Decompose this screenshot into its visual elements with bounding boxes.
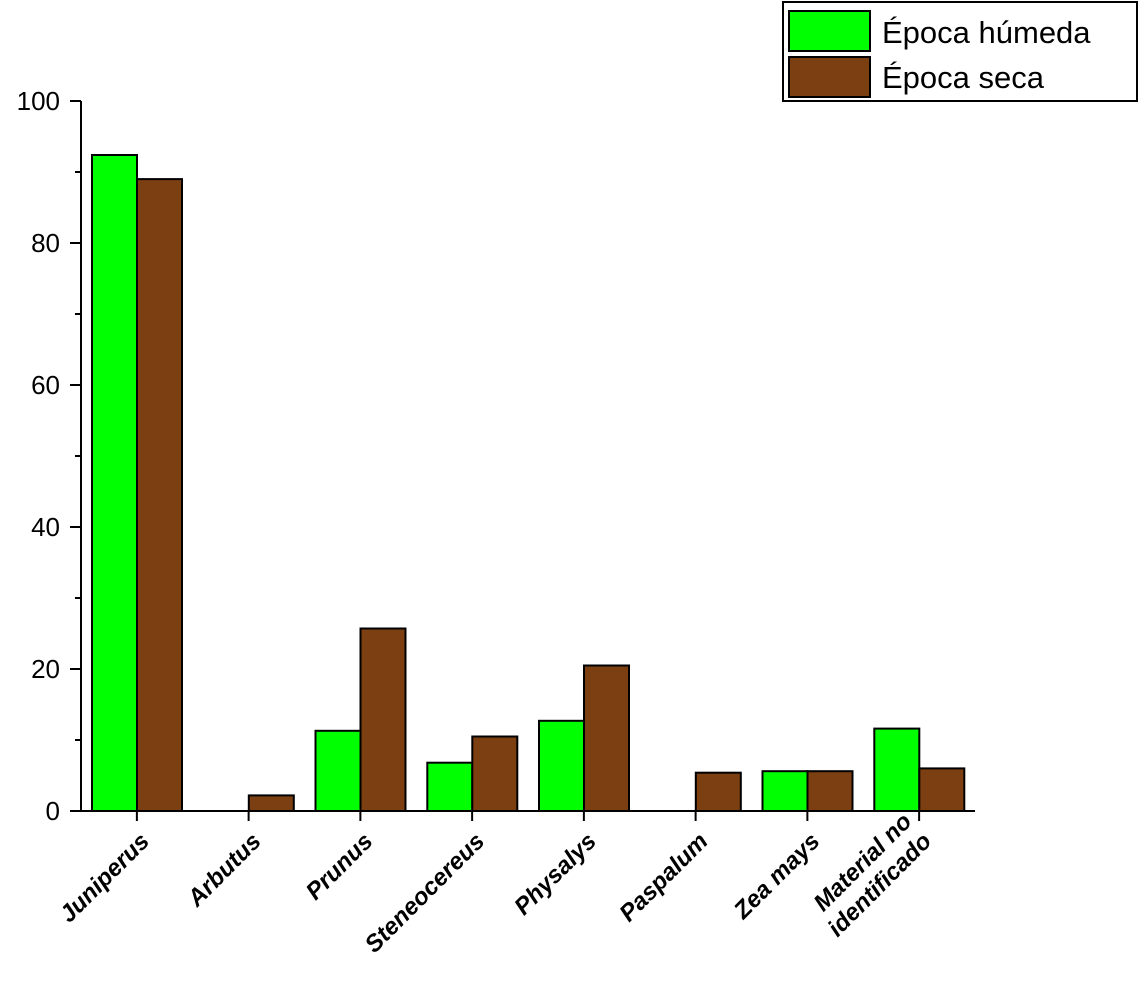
x-tick-label: Material noidentificado xyxy=(803,808,937,942)
bar-dry-arbutus xyxy=(247,794,295,813)
x-tick-label: Zea mays xyxy=(728,828,825,925)
bar-wet-steneocereus xyxy=(426,761,474,813)
axes-layer xyxy=(70,101,975,812)
x-tick-label: Prunus xyxy=(301,828,379,906)
bar-wet-material-no-identificado xyxy=(873,727,921,812)
legend-swatch-dry-season xyxy=(788,56,871,98)
bars-layer xyxy=(91,154,966,813)
y-tick-label: 20 xyxy=(31,654,60,684)
bar-wet-juniperus xyxy=(91,154,138,812)
bar-dry-paspalum xyxy=(694,771,742,813)
y-tick-label: 0 xyxy=(46,796,60,826)
y-tick-label: 40 xyxy=(31,512,60,542)
y-tick-label: 100 xyxy=(17,86,60,116)
x-tick-label: Paspalum xyxy=(614,828,713,927)
y-tick-label: 80 xyxy=(31,228,60,258)
legend-label-dry-season: Época seca xyxy=(882,60,1045,95)
x-tick-label: Arbutus xyxy=(182,828,267,913)
legend-swatch-wet-season xyxy=(788,10,871,52)
bar-dry-physalys xyxy=(583,664,630,812)
bar-dry-juniperus xyxy=(136,178,183,813)
x-tick-label: Steneocereus xyxy=(360,828,490,958)
legend: Época húmeda Época seca xyxy=(782,1,1138,102)
x-tick-label: Physalys xyxy=(509,828,602,921)
y-tick-label: 60 xyxy=(31,370,60,400)
bar-dry-steneocereus xyxy=(471,735,519,812)
legend-label-wet-season: Época húmeda xyxy=(882,15,1091,50)
bar-dry-zea-mays xyxy=(806,770,854,813)
bar-dry-prunus xyxy=(359,627,407,812)
x-tick-label: Juniperus xyxy=(55,828,155,928)
bar-wet-prunus xyxy=(314,729,362,812)
bar-wet-physalys xyxy=(538,719,585,812)
y-ticks-layer: 0 20 40 60 80 100 xyxy=(17,86,81,826)
bar-dry-material-no-identificado xyxy=(918,767,966,813)
bar-wet-zea-mays xyxy=(761,770,809,813)
